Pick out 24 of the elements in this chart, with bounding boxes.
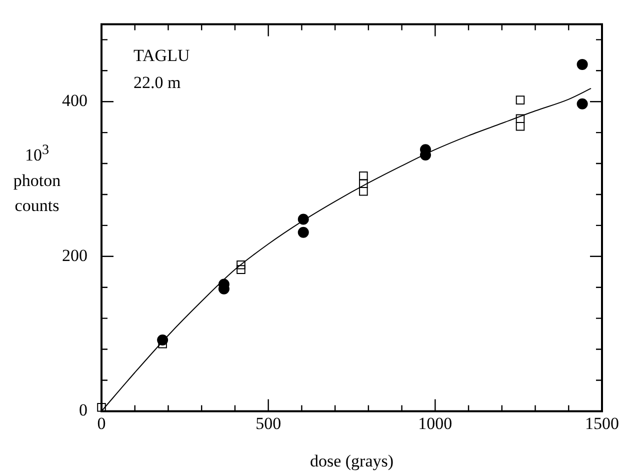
point xyxy=(359,179,368,188)
point xyxy=(97,402,106,412)
point xyxy=(516,96,525,104)
annotation: 22.0 m xyxy=(134,73,181,92)
x-axis-title: dose (grays) xyxy=(310,451,394,470)
point xyxy=(516,122,525,131)
point xyxy=(298,214,309,225)
point xyxy=(576,98,588,110)
point xyxy=(359,186,368,196)
point xyxy=(236,260,246,270)
y-tick-label: 200 xyxy=(62,246,88,265)
x-tick-label: 1000 xyxy=(418,414,452,433)
point xyxy=(236,265,246,274)
x-tick-label: 0 xyxy=(97,414,106,433)
point xyxy=(516,114,525,124)
annotation: TAGLU xyxy=(134,46,190,66)
y-tick-label: 0 xyxy=(79,400,88,420)
point xyxy=(359,172,368,180)
x-tick-label: 1500 xyxy=(585,414,619,433)
point xyxy=(576,58,588,70)
point xyxy=(298,226,309,238)
x-tick-label: 500 xyxy=(256,414,282,433)
y-tick-label: 400 xyxy=(62,91,88,110)
y-axis-title: 10$^{3}$ photon counts xyxy=(12,141,62,217)
